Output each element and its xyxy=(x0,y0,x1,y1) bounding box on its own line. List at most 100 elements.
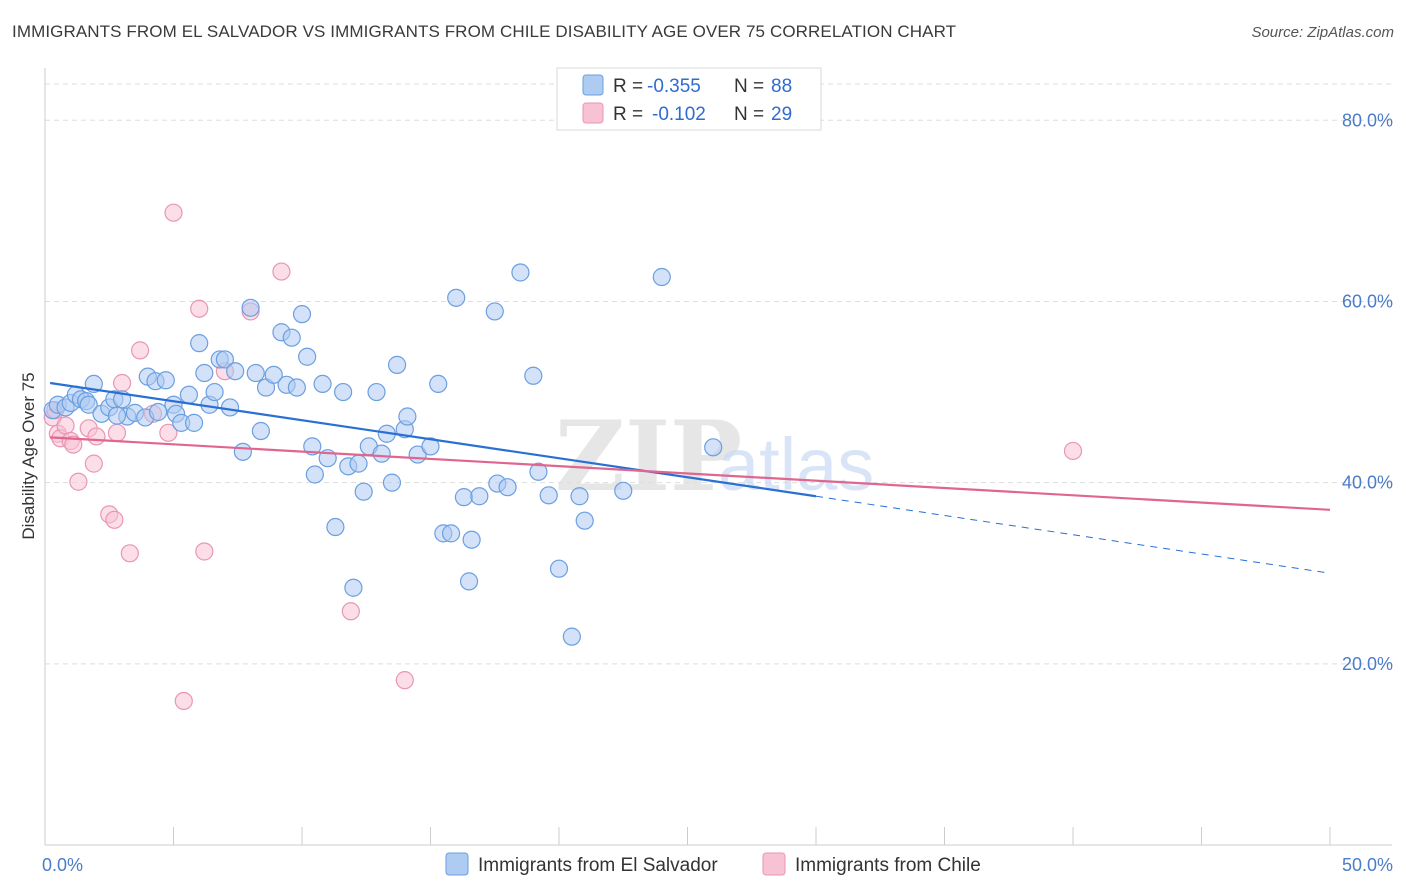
x-tick-label-0: 0.0% xyxy=(42,855,83,875)
point-el-salvador-46 xyxy=(313,374,332,394)
point-el-salvador-37 xyxy=(264,365,283,384)
point-chile-15 xyxy=(120,544,139,563)
point-el-salvador-64 xyxy=(429,374,448,394)
point-chile-7 xyxy=(69,472,88,491)
bottom-legend-swatch-pink xyxy=(762,852,786,876)
chart-source: Source: ZipAtlas.com xyxy=(1251,24,1394,41)
point-el-salvador-35 xyxy=(251,421,270,441)
point-el-salvador-75 xyxy=(511,263,530,282)
point-el-salvador-27 xyxy=(205,382,224,402)
tick-labels: 20.0% 40.0% 60.0% 80.0% 0.0% 50.0% xyxy=(42,110,1393,875)
point-el-salvador-63 xyxy=(421,437,440,456)
point-el-salvador-70 xyxy=(462,530,481,549)
point-chile-6 xyxy=(64,435,83,454)
legend-r-value-blue: -0.355 xyxy=(647,76,701,97)
point-el-salvador-30 xyxy=(220,398,240,417)
point-chile-20 xyxy=(174,691,193,711)
axes-layer xyxy=(44,68,1392,846)
point-el-salvador-18 xyxy=(156,371,175,390)
y-tick-label-3: 80.0% xyxy=(1342,110,1393,130)
trend-lines xyxy=(49,381,1331,574)
point-el-salvador-40 xyxy=(282,328,301,347)
point-el-salvador-84 xyxy=(652,267,671,287)
point-chile-28 xyxy=(1063,441,1083,461)
trend-line-el-salvador xyxy=(49,381,817,498)
point-el-salvador-49 xyxy=(334,382,353,402)
point-el-salvador-31 xyxy=(226,362,245,381)
legend-n-label-blue: N = xyxy=(734,76,764,97)
point-el-salvador-68 xyxy=(454,488,474,507)
point-el-salvador-22 xyxy=(179,385,199,404)
point-el-salvador-85 xyxy=(704,438,723,457)
point-chile-21 xyxy=(190,299,209,318)
bottom-legend-label-blue: Immigrants from El Salvador xyxy=(478,855,718,876)
watermark-atlas: atlas xyxy=(718,423,874,506)
point-el-salvador-81 xyxy=(570,487,589,506)
trend-line-chile xyxy=(50,436,1331,511)
point-el-salvador-58 xyxy=(382,473,402,492)
point-el-salvador-55 xyxy=(367,382,386,402)
point-el-salvador-86 xyxy=(107,406,127,425)
chart-title: IMMIGRANTS FROM EL SALVADOR VS IMMIGRANT… xyxy=(12,22,957,41)
point-el-salvador-79 xyxy=(549,559,569,578)
series-el-salvador-points xyxy=(43,263,723,646)
point-el-salvador-77 xyxy=(529,462,548,481)
point-el-salvador-24 xyxy=(190,334,209,353)
point-el-salvador-72 xyxy=(485,302,504,321)
point-el-salvador-25 xyxy=(195,363,214,383)
correlation-legend: R = -0.355 N = 88 R = -0.102 N = 29 xyxy=(556,67,822,131)
point-el-salvador-83 xyxy=(614,481,633,500)
legend-n-value-blue: 88 xyxy=(771,76,792,97)
point-el-salvador-69 xyxy=(459,572,479,591)
point-chile-26 xyxy=(341,602,360,621)
y-tick-label-2: 60.0% xyxy=(1342,291,1393,311)
legend-swatch-blue xyxy=(582,74,604,96)
point-chile-9 xyxy=(84,454,103,473)
point-el-salvador-78 xyxy=(539,486,558,505)
point-el-salvador-80 xyxy=(562,627,581,646)
point-el-salvador-82 xyxy=(575,511,594,530)
legend-swatch-pink xyxy=(582,102,604,124)
trend-extension-el-salvador xyxy=(815,495,1331,574)
legend-n-label-pink: N = xyxy=(734,104,764,125)
point-el-salvador-76 xyxy=(524,366,543,385)
point-el-salvador-66 xyxy=(441,524,461,543)
point-chile-25 xyxy=(272,262,291,281)
point-el-salvador-67 xyxy=(447,288,466,307)
point-el-salvador-61 xyxy=(398,407,417,426)
point-el-salvador-34 xyxy=(246,363,265,383)
point-el-salvador-53 xyxy=(354,482,373,501)
y-tick-label-0: 20.0% xyxy=(1342,654,1393,674)
point-el-salvador-29 xyxy=(215,350,234,369)
x-tick-label-1: 50.0% xyxy=(1342,855,1393,875)
legend-n-value-pink: 29 xyxy=(771,104,792,125)
point-chile-10 xyxy=(87,427,106,446)
point-el-salvador-43 xyxy=(298,347,317,366)
point-el-salvador-44 xyxy=(303,437,322,456)
point-chile-13 xyxy=(105,510,124,529)
point-el-salvador-48 xyxy=(326,517,345,537)
point-chile-19 xyxy=(164,203,183,222)
bottom-legend-swatch-blue xyxy=(445,852,469,876)
point-chile-4 xyxy=(56,416,75,435)
point-chile-22 xyxy=(195,542,214,561)
point-el-salvador-74 xyxy=(498,478,517,497)
point-chile-18 xyxy=(159,423,178,442)
series-legend: Immigrants from El Salvador Immigrants f… xyxy=(445,852,981,876)
y-axis-title: Disability Age Over 75 xyxy=(19,372,38,539)
point-el-salvador-71 xyxy=(470,487,489,506)
point-el-salvador-56 xyxy=(372,444,391,463)
point-el-salvador-45 xyxy=(305,465,324,484)
point-el-salvador-23 xyxy=(184,413,204,432)
point-chile-16 xyxy=(130,341,150,360)
point-el-salvador-52 xyxy=(349,454,368,473)
bottom-legend-label-pink: Immigrants from Chile xyxy=(795,855,981,876)
point-el-salvador-59 xyxy=(387,355,407,374)
point-el-salvador-7 xyxy=(79,395,98,414)
y-tick-label-1: 40.0% xyxy=(1342,473,1393,493)
point-el-salvador-41 xyxy=(287,378,306,397)
point-el-salvador-33 xyxy=(241,298,260,317)
legend-r-label-blue: R = xyxy=(613,76,643,97)
point-chile-12 xyxy=(107,423,127,442)
